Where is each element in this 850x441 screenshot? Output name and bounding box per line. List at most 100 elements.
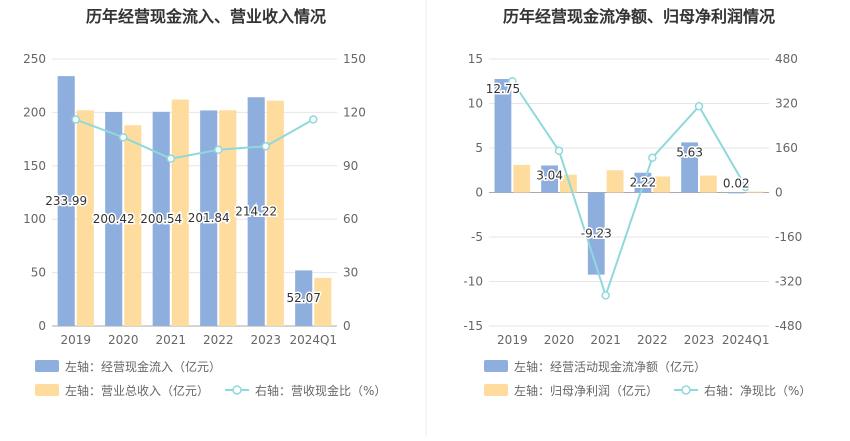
- chart1-legend-swatch: [35, 360, 59, 372]
- chart1-legend-label: 右轴：营收现金比（%）: [255, 383, 386, 398]
- chart2-y-left-tick: -5: [471, 230, 483, 244]
- chart1-line-point: [309, 115, 318, 124]
- chart1-bar: [105, 111, 123, 326]
- chart1-legend-swatch: [35, 384, 59, 396]
- chart2-x-tick: 2019: [497, 333, 528, 347]
- chart1-x-tick: 2022: [203, 333, 234, 347]
- chart2-y-left-tick: 5: [475, 141, 483, 155]
- chart2-legend-label: 左轴：经营活动现金流净额（亿元）: [514, 359, 706, 374]
- chart2-bar: [606, 170, 624, 193]
- chart1-data-label: 200.42: [93, 212, 135, 226]
- chart1-line-point: [214, 145, 223, 155]
- chart1-line-point: [166, 154, 175, 163]
- chart1-bar: [57, 76, 75, 326]
- chart1-y-right-tick: 90: [343, 159, 358, 173]
- chart2-x-tick: 2021: [590, 333, 621, 347]
- chart1-x-tick: 2020: [108, 333, 139, 347]
- chart2-y-right-tick: 160: [775, 141, 798, 155]
- chart2-bar: [560, 174, 577, 193]
- chart1-line-point: [261, 141, 270, 151]
- chart2-y-left-tick: 10: [468, 97, 483, 111]
- chart2-data-label: 5.63: [676, 145, 703, 159]
- chart2-line-point: [694, 102, 704, 111]
- chart1-bar: [314, 277, 332, 326]
- chart2-data-label: 12.75: [486, 82, 520, 96]
- chart1-y-left-tick: 50: [31, 266, 46, 280]
- chart2-line-point: [601, 291, 610, 300]
- chart1-series-line: [75, 118, 314, 160]
- chart2-bar: [700, 175, 717, 193]
- chart1-bar: [266, 100, 284, 326]
- chart2-y-right-tick: -480: [775, 319, 802, 333]
- chart2-data-label: 2.22: [630, 176, 657, 190]
- chart1-y-left-tick: 150: [23, 159, 46, 173]
- chart1-bar: [76, 110, 94, 326]
- chart2-legend-swatch: [484, 360, 508, 372]
- chart2-title: 历年经营现金流净额、归母净利润情况: [503, 7, 775, 26]
- chart1-legend-label: 左轴：营业总收入（亿元）: [65, 383, 209, 398]
- chart2-legend-swatch: [484, 384, 508, 396]
- chart2-y-left-tick: -15: [463, 319, 483, 333]
- chart1-bar: [124, 125, 142, 326]
- chart1-y-right-tick: 30: [343, 266, 358, 280]
- chart2-legend-label: 右轴：净现比（%）: [704, 383, 811, 398]
- chart1-bar: [200, 110, 218, 327]
- chart2-y-left-tick: 15: [468, 52, 483, 66]
- chart1-y-right-tick: 0: [343, 319, 351, 333]
- chart2-line-point: [554, 146, 564, 156]
- chart1-data-label: 233.99: [45, 194, 87, 208]
- chart1-y-right-tick: 60: [343, 212, 358, 226]
- chart1-bar: [295, 270, 313, 326]
- chart1-data-label: 200.54: [140, 212, 182, 226]
- chart1-data-label: 214.22: [235, 205, 277, 219]
- chart1-bar: [152, 111, 170, 327]
- chart2-y-left-tick: 0: [475, 186, 483, 200]
- chart2-line-point: [648, 153, 657, 162]
- chart2-legend-marker: [681, 385, 691, 395]
- chart2-line-point: [508, 77, 517, 86]
- chart1-title: 历年经营现金流入、营业收入情况: [86, 7, 326, 26]
- chart1-y-right-tick: 150: [343, 52, 366, 66]
- chart2-x-tick: 2023: [684, 333, 715, 347]
- chart1-line-point: [71, 115, 80, 124]
- chart2-bar: [746, 191, 764, 193]
- chart1-x-tick: 2021: [155, 333, 186, 347]
- chart2-bar: [681, 142, 698, 193]
- chart2-data-label: 0.02: [723, 177, 750, 191]
- chart2-x-tick: 2022: [637, 333, 668, 347]
- chart2-bar: [494, 79, 512, 193]
- chart2-legend-label: 左轴：归母净利润（亿元）: [514, 383, 658, 398]
- chart2-bar: [727, 192, 745, 194]
- chart2-bar: [653, 176, 671, 193]
- chart1-bar: [219, 110, 237, 326]
- chart2-y-right-tick: 320: [775, 97, 798, 111]
- chart2-x-tick: 2024Q1: [722, 333, 770, 347]
- chart1-y-left-tick: 100: [23, 212, 46, 226]
- chart2-y-right-tick: -160: [775, 230, 802, 244]
- chart1-y-left-tick: 0: [38, 319, 46, 333]
- chart2-line-point: [741, 182, 750, 192]
- chart1-legend-label: 左轴：经营现金流入（亿元）: [65, 359, 221, 374]
- chart2-series-line: [511, 80, 747, 299]
- chart1-y-left-tick: 200: [23, 105, 46, 119]
- chart2-data-label: 3.04: [536, 168, 563, 182]
- chart2-x-tick: 2020: [544, 333, 575, 347]
- chart1-y-right-tick: 120: [343, 105, 366, 119]
- chart2-y-right-tick: 0: [775, 186, 783, 200]
- chart1-legend-marker: [232, 385, 242, 395]
- chart1-bar: [247, 97, 265, 326]
- chart1-y-left-tick: 250: [23, 52, 46, 66]
- chart2-y-left-tick: -10: [463, 275, 483, 289]
- chart1-x-tick: 2024Q1: [289, 333, 337, 347]
- chart1-data-label: 52.07: [287, 291, 321, 305]
- chart2-bar: [541, 165, 558, 193]
- chart1-x-tick: 2019: [60, 333, 91, 347]
- chart2-y-right-tick: 480: [775, 52, 798, 66]
- chart1-x-tick: 2023: [250, 333, 281, 347]
- chart2-y-right-tick: -320: [775, 275, 802, 289]
- chart1-line-point: [119, 133, 128, 142]
- chart2-data-label: -9.23: [581, 227, 612, 241]
- chart2-bar: [513, 164, 531, 193]
